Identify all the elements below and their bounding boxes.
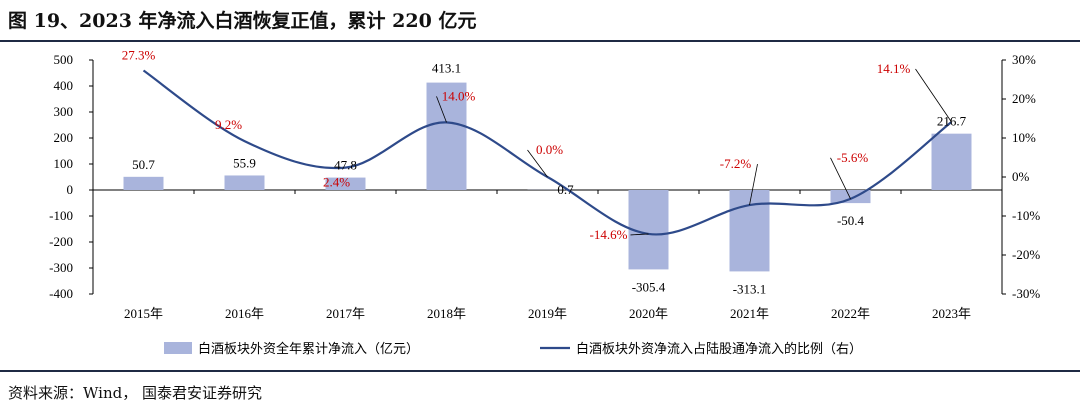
category-label: 2016年 — [225, 306, 264, 321]
pct-label: 2.4% — [323, 175, 350, 190]
left-tick-label: 100 — [54, 156, 74, 171]
bar — [225, 175, 265, 190]
category-label: 2023年 — [932, 306, 971, 321]
pct-label: 14.0% — [442, 88, 476, 103]
left-tick-label: 500 — [54, 52, 74, 67]
source-note: 资料来源：Wind， 国泰君安证券研究 — [8, 382, 262, 403]
pct-label: -7.2% — [720, 156, 752, 171]
left-tick-label: 200 — [54, 130, 74, 145]
right-tick-label: 0% — [1012, 169, 1030, 184]
right-tick-label: 30% — [1012, 52, 1036, 67]
right-tick-label: -20% — [1012, 247, 1040, 262]
right-tick-label: 20% — [1012, 91, 1036, 106]
right-tick-label: 10% — [1012, 130, 1036, 145]
data-labels: 50.7 55.9 47.8 413.1 0.7 -305.4 -313.1 -50.4 216… — [122, 48, 967, 297]
bar-value-label: 55.9 — [233, 155, 256, 170]
bar — [932, 134, 972, 190]
legend-bar-swatch — [164, 342, 192, 354]
category-label: 2015年 — [124, 306, 163, 321]
category-label: 2019年 — [528, 306, 567, 321]
pct-label: -14.6% — [590, 227, 628, 242]
left-tick-label: -100 — [49, 208, 73, 223]
left-tick-label: 400 — [54, 78, 74, 93]
bar-value-label: 47.8 — [334, 158, 357, 173]
title-bar: 图 19、2023 年净流入白酒恢复正值，累计 220 亿元 — [0, 0, 1080, 42]
pct-label: 0.0% — [536, 142, 563, 157]
axes: -400 -300 -200 -100 0 100 200 300 400 500 -30% -20%… — [49, 52, 1040, 321]
left-tick-label: 300 — [54, 104, 74, 119]
category-label: 2018年 — [427, 306, 466, 321]
left-tick-label: 0 — [67, 182, 74, 197]
pct-label: -5.6% — [837, 150, 869, 165]
category-label: 2022年 — [831, 306, 870, 321]
bar-value-label: 0.7 — [557, 182, 574, 197]
right-tick-label: -30% — [1012, 286, 1040, 301]
bar-value-label: -50.4 — [837, 213, 865, 228]
bar — [124, 177, 164, 190]
category-label: 2021年 — [730, 306, 769, 321]
chart-area: -400 -300 -200 -100 0 100 200 300 400 500 -30% -20%… — [0, 40, 1080, 370]
bar-value-label: 50.7 — [132, 157, 155, 172]
leader-line — [916, 69, 952, 122]
bar-value-label: 413.1 — [432, 61, 461, 76]
pct-label: 14.1% — [877, 61, 911, 76]
bar-value-label: -313.1 — [733, 281, 767, 296]
right-tick-label: -10% — [1012, 208, 1040, 223]
left-tick-label: -300 — [49, 260, 73, 275]
left-tick-label: -200 — [49, 234, 73, 249]
chart-title: 图 19、2023 年净流入白酒恢复正值，累计 220 亿元 — [8, 6, 476, 33]
category-label: 2017年 — [326, 306, 365, 321]
bar-value-label: -305.4 — [632, 279, 666, 294]
pct-label: 27.3% — [122, 48, 156, 63]
source-bar: 资料来源：Wind， 国泰君安证券研究 — [0, 370, 1080, 410]
bar-value-label: 216.7 — [937, 114, 967, 129]
category-label: 2020年 — [629, 306, 668, 321]
bar — [730, 190, 770, 271]
pct-label: 9.2% — [215, 117, 242, 132]
legend-bar-label: 白酒板块外资全年累计净流入（亿元） — [198, 341, 419, 357]
left-tick-label: -400 — [49, 286, 73, 301]
legend: 白酒板块外资全年累计净流入（亿元） 白酒板块外资净流入占陆股通净流入的比例（右） — [164, 341, 862, 357]
legend-line-label: 白酒板块外资净流入占陆股通净流入的比例（右） — [576, 341, 862, 357]
